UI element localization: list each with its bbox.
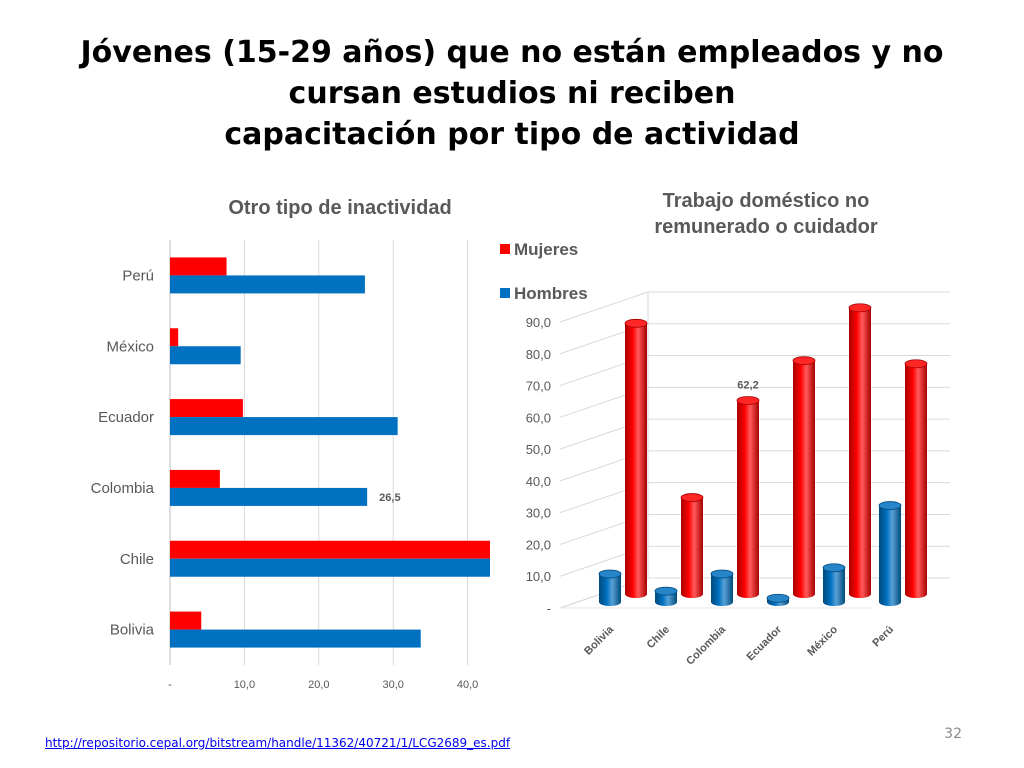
x-tick-label: 10,0 bbox=[234, 679, 255, 691]
slide-title-line-2: cursan estudios ni reciben bbox=[288, 76, 736, 111]
bar-hombres-mexico bbox=[170, 346, 241, 365]
y-tick-label: 10,0 bbox=[526, 569, 551, 584]
category-label-chile: Chile bbox=[120, 551, 154, 568]
legend-label-hombres: Hombres bbox=[514, 284, 588, 303]
bar-mujeres-ecuador bbox=[792, 356, 816, 598]
slide-title-line-1: Jóvenes (15-29 años) que no están emplea… bbox=[80, 35, 944, 70]
category-label-mexico: México bbox=[106, 338, 154, 355]
bar-mujeres-colombia bbox=[736, 396, 760, 598]
inactivity-bar-chart: Otro tipo de inactividad - 10,0 20,0 30,0 40,… bbox=[91, 197, 490, 691]
bar-hombres-peru bbox=[878, 501, 902, 606]
category-label-bolivia: Bolivia bbox=[582, 623, 617, 658]
bar-mujeres-colombia bbox=[170, 469, 220, 488]
data-label: 62,2 bbox=[737, 379, 758, 391]
source-link[interactable]: http://repositorio.cepal.org/bitstream/h… bbox=[45, 736, 511, 750]
bar-mujeres-chile bbox=[680, 493, 704, 598]
chart-title-line-2: remunerado o cuidador bbox=[654, 216, 878, 238]
bar-hombres-chile bbox=[170, 558, 490, 577]
y-tick-label: 70,0 bbox=[526, 379, 551, 394]
x-tick-label: - bbox=[168, 679, 172, 691]
x-tick-label: 20,0 bbox=[308, 679, 329, 691]
slide-title-line-3: capacitación por tipo de actividad bbox=[224, 117, 800, 152]
bar-mujeres-mexico bbox=[170, 328, 179, 347]
y-tick-label: - bbox=[547, 601, 551, 616]
bar-hombres-colombia bbox=[710, 569, 734, 606]
y-tick-label: 30,0 bbox=[526, 506, 551, 521]
category-label-colombia: Colombia bbox=[684, 623, 729, 668]
data-label: 26,5 bbox=[379, 492, 400, 504]
y-tick-label: 80,0 bbox=[526, 347, 551, 362]
bar-hombres-colombia bbox=[170, 487, 368, 506]
bar-hombres-ecuador bbox=[170, 417, 398, 436]
category-label-ecuador: Ecuador bbox=[745, 623, 785, 663]
category-label-chile: Chile bbox=[645, 624, 673, 652]
category-label-colombia: Colombia bbox=[91, 480, 155, 497]
y-tick-label: 90,0 bbox=[526, 315, 551, 330]
bar-mujeres-chile bbox=[170, 540, 490, 559]
y-tick-label: 20,0 bbox=[526, 537, 551, 552]
legend-swatch-hombres bbox=[500, 288, 510, 298]
bar-mujeres-peru bbox=[170, 257, 227, 276]
category-label-ecuador: Ecuador bbox=[98, 409, 154, 426]
legend-label-mujeres: Mujeres bbox=[514, 240, 578, 259]
category-label-bolivia: Bolivia bbox=[110, 622, 155, 639]
bar-hombres-chile bbox=[654, 586, 678, 606]
bar-mujeres-mexico bbox=[848, 303, 872, 598]
y-tick-label: 60,0 bbox=[526, 410, 551, 425]
category-label-mexico: México bbox=[805, 623, 840, 658]
bar-hombres-bolivia bbox=[598, 569, 622, 606]
category-label-peru: Perú bbox=[870, 624, 896, 650]
y-tick-label: 40,0 bbox=[526, 474, 551, 489]
slide-title: Jóvenes (15-29 años) que no están emplea… bbox=[60, 32, 964, 155]
gridline-y-side bbox=[559, 291, 649, 323]
bar-mujeres-ecuador bbox=[170, 399, 243, 418]
category-label-peru: Perú bbox=[122, 267, 154, 284]
x-tick-label: 40,0 bbox=[457, 679, 478, 691]
page-number: 32 bbox=[944, 726, 962, 742]
bar-hombres-bolivia bbox=[170, 629, 421, 648]
bar-mujeres-peru bbox=[904, 359, 928, 598]
bar-mujeres-bolivia bbox=[170, 611, 202, 630]
legend-swatch-mujeres bbox=[500, 244, 510, 254]
chart-title-line-1: Trabajo doméstico no bbox=[663, 190, 870, 212]
bar-mujeres-bolivia bbox=[624, 318, 648, 598]
x-tick-label: 30,0 bbox=[382, 679, 403, 691]
chart-title: Otro tipo de inactividad bbox=[228, 197, 451, 219]
bar-hombres-peru bbox=[170, 275, 365, 294]
y-tick-label: 50,0 bbox=[526, 442, 551, 457]
bar-hombres-mexico bbox=[822, 563, 846, 606]
domestic-work-3d-bar-chart: Trabajo doméstico no remunerado o cuidado… bbox=[500, 190, 950, 668]
bar-hombres-ecuador bbox=[766, 593, 790, 606]
